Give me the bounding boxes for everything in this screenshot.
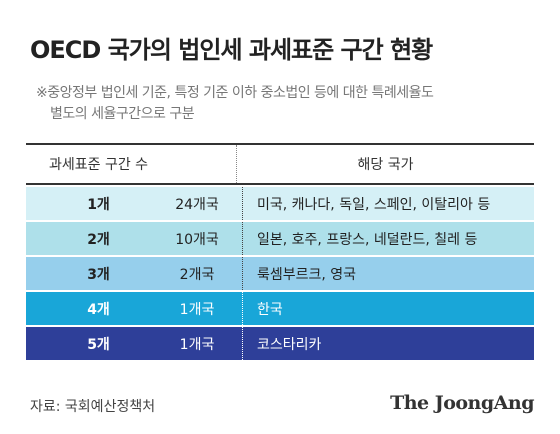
table-row: 2개 10개국 일본, 호주, 프랑스, 네덜란드, 칠레 등 (26, 222, 534, 255)
table-cell: 코스타리카 (242, 327, 534, 360)
table-row: 5개 1개국 코스타리카 (26, 327, 534, 360)
table-row: 3개 2개국 룩셈부르크, 영국 (26, 257, 534, 290)
table: 과세표준 구간 수 해당 국가 1개 24개국 미국, 캐나다, 독일, 스페인, … (26, 143, 534, 360)
table-row: 4개 1개국 한국 (26, 292, 534, 325)
table-cell: 미국, 캐나다, 독일, 스페인, 이탈리아 등 (242, 187, 534, 220)
column-header: 과세표준 구간 수 (48, 157, 149, 173)
brand: The JoongAng (390, 392, 534, 414)
table-cell: 24개국 (175, 196, 219, 213)
table-cell: 1개 (87, 196, 110, 213)
table-cell: 5개 (87, 336, 110, 353)
table-cell: 룩셈부르크, 영국 (242, 257, 534, 290)
table-cell: 2개 (87, 231, 110, 248)
title: OECD 국가의 법인세 과세표준 구간 현황 (30, 36, 433, 64)
table-row: 1개 24개국 미국, 캐나다, 독일, 스페인, 이탈리아 등 (26, 187, 534, 220)
table-body: 1개 24개국 미국, 캐나다, 독일, 스페인, 이탈리아 등 2개 10개국 일본, … (26, 187, 534, 360)
table-cell: 3개 (87, 266, 110, 283)
column-header: 해당 국가 (236, 145, 534, 183)
note: ※중앙정부 법인세 기준, 특정 기준 이하 중소법인 등에 대한 특례세율도 (36, 85, 434, 101)
table-cell: 일본, 호주, 프랑스, 네덜란드, 칠레 등 (242, 222, 534, 255)
note: 별도의 세율구간으로 구분 (50, 106, 195, 122)
table-cell: 2개국 (179, 266, 215, 283)
source: 자료: 국회예산정책처 (30, 399, 156, 415)
table-cell: 4개 (87, 301, 110, 318)
table-cell: 1개국 (179, 336, 215, 353)
table-header: 과세표준 구간 수 해당 국가 (26, 143, 534, 185)
table-cell: 1개국 (179, 301, 215, 318)
table-cell: 10개국 (175, 231, 219, 248)
table-cell: 한국 (242, 292, 534, 325)
